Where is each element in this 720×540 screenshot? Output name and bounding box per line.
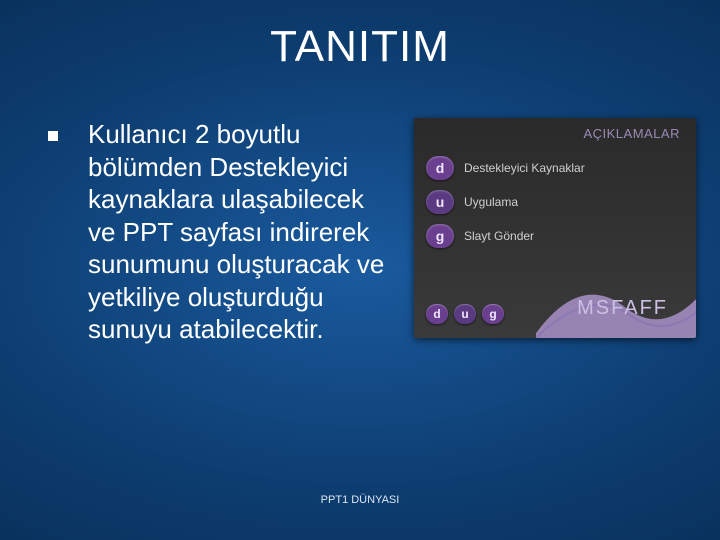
- panel-item-uygulama: u Uygulama: [426, 190, 585, 214]
- panel-item-destekleyici: d Destekleyici Kaynaklar: [426, 156, 585, 180]
- panel-item-label: Uygulama: [464, 195, 518, 209]
- bullet-paragraph: Kullanıcı 2 boyutlu bölümden Destekleyic…: [88, 118, 394, 346]
- pill-d-icon: d: [426, 156, 454, 180]
- pill-sm-u-icon: u: [454, 304, 476, 324]
- panel-column: AÇIKLAMALAR d Destekleyici Kaynaklar u U…: [414, 118, 696, 338]
- pill-sm-g-icon: g: [482, 304, 504, 324]
- bullet-column: [48, 118, 76, 146]
- panel-item-label: Destekleyici Kaynaklar: [464, 161, 585, 175]
- pill-sm-d-icon: d: [426, 304, 448, 324]
- panel-header: AÇIKLAMALAR: [583, 126, 680, 141]
- swirl-decoration-icon: [536, 228, 696, 338]
- aciklamalar-panel: AÇIKLAMALAR d Destekleyici Kaynaklar u U…: [414, 118, 696, 338]
- slide-body: Kullanıcı 2 boyutlu bölümden Destekleyic…: [48, 118, 696, 346]
- square-bullet-icon: [48, 131, 58, 141]
- slide-title: TANITIM: [0, 22, 720, 72]
- panel-item-label: Slayt Gönder: [464, 229, 534, 243]
- slide: TANITIM Kullanıcı 2 boyutlu bölümden Des…: [0, 0, 720, 540]
- pill-u-icon: u: [426, 190, 454, 214]
- pill-g-icon: g: [426, 224, 454, 248]
- brand-text: MSFAFF: [577, 297, 668, 320]
- panel-small-icons: d u g: [426, 304, 504, 324]
- slide-footer: PPT1 DÜNYASI: [0, 494, 720, 506]
- text-column: Kullanıcı 2 boyutlu bölümden Destekleyic…: [88, 118, 402, 346]
